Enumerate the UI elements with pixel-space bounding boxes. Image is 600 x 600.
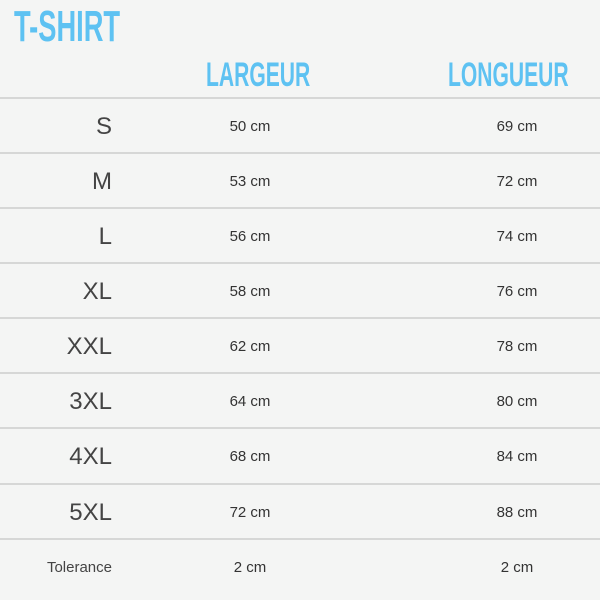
- length-value: 2 cm: [500, 559, 534, 576]
- table-row: S 50 cm 69 cm: [0, 99, 600, 154]
- table-row: XL 58 cm 76 cm: [0, 264, 600, 319]
- width-value: 58 cm: [229, 283, 271, 300]
- table-row: XXL 62 cm 78 cm: [0, 319, 600, 374]
- row-divider: [0, 97, 600, 99]
- table-row: M 53 cm 72 cm: [0, 154, 600, 209]
- page-title: T-SHIRT: [14, 2, 121, 51]
- row-divider: [0, 483, 600, 485]
- row-divider: [0, 207, 600, 209]
- width-value: 56 cm: [229, 228, 271, 245]
- table-row: Tolerance 2 cm 2 cm: [0, 540, 600, 595]
- width-value: 68 cm: [229, 448, 271, 465]
- length-value: 76 cm: [496, 283, 538, 300]
- size-label: 4XL: [69, 443, 112, 470]
- length-value: 72 cm: [496, 173, 538, 190]
- column-header-length: LONGUEUR: [448, 56, 569, 94]
- length-value: 78 cm: [496, 338, 538, 355]
- table-row: 5XL 72 cm 88 cm: [0, 485, 600, 540]
- row-divider: [0, 538, 600, 540]
- length-value: 69 cm: [496, 118, 538, 135]
- size-label: 5XL: [69, 499, 112, 526]
- width-value: 50 cm: [229, 118, 271, 135]
- length-value: 80 cm: [496, 393, 538, 410]
- length-value: 88 cm: [496, 504, 538, 521]
- width-value: 62 cm: [229, 338, 271, 355]
- size-label: L: [98, 223, 112, 250]
- width-value: 64 cm: [229, 393, 271, 410]
- width-value: 53 cm: [229, 173, 271, 190]
- row-divider: [0, 372, 600, 374]
- size-label: S: [95, 113, 112, 140]
- row-divider: [0, 262, 600, 264]
- size-label: Tolerance: [46, 559, 112, 576]
- width-value: 72 cm: [229, 504, 271, 521]
- table-row: 4XL 68 cm 84 cm: [0, 429, 600, 484]
- width-value: 2 cm: [233, 559, 267, 576]
- row-divider: [0, 427, 600, 429]
- size-label: 3XL: [69, 388, 112, 415]
- column-header-width: LARGEUR: [206, 56, 311, 94]
- size-label: XXL: [66, 333, 112, 360]
- table-row: 3XL 64 cm 80 cm: [0, 374, 600, 429]
- size-label: XL: [82, 278, 112, 305]
- length-value: 84 cm: [496, 448, 538, 465]
- row-divider: [0, 152, 600, 154]
- size-label: M: [92, 168, 112, 195]
- table-row: L 56 cm 74 cm: [0, 209, 600, 264]
- length-value: 74 cm: [496, 228, 538, 245]
- row-divider: [0, 317, 600, 319]
